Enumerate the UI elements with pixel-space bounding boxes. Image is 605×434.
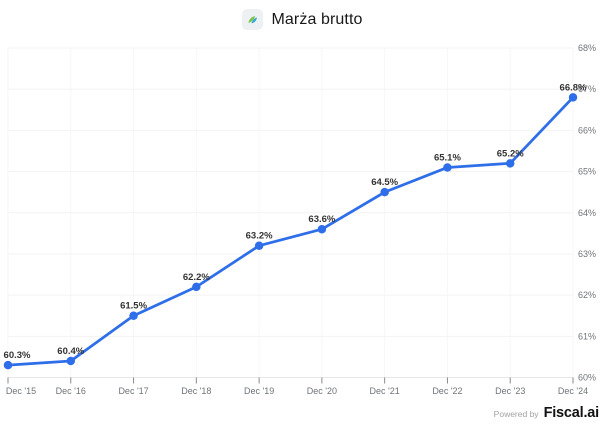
data-point-label: 60.4% [57,346,84,357]
data-point-label: 63.6% [308,214,335,225]
data-point-label: 62.2% [183,272,210,283]
data-point-label: 64.5% [371,177,398,188]
fiscal-logo-icon [242,9,264,30]
x-axis-tick-label: Dec '24 [558,386,588,396]
y-axis-tick-label: 61% [578,331,596,341]
y-axis-tick-label: 65% [578,167,596,177]
data-point-marker[interactable] [254,241,264,250]
data-point-label: 61.5% [120,301,147,312]
fiscal-brand-wordmark[interactable]: Fiscal.ai [543,405,600,421]
data-point-marker[interactable] [192,282,201,292]
data-point-marker[interactable] [443,163,452,172]
x-axis-tick-label: Dec '16 [56,386,86,396]
data-point-marker[interactable] [66,356,76,366]
x-axis-tick-label: Dec '22 [432,386,462,396]
x-axis-tick-label: Dec '18 [181,386,211,396]
data-point-marker[interactable] [380,187,389,197]
y-axis-tick-label: 66% [578,125,596,135]
y-axis-tick-label: 62% [578,290,596,300]
data-point-label: 63.2% [246,231,273,242]
powered-by: Powered by Fiscal.ai [493,405,600,421]
data-point-marker[interactable] [129,311,138,320]
x-axis-tick-label: Dec '15 [6,386,36,396]
data-point-label: 60.3% [4,350,31,361]
data-point-label: 66.8% [560,82,587,93]
y-axis-tick-label: 63% [578,249,596,259]
y-axis-tick-label: 60% [578,373,596,383]
x-axis-tick-label: Dec '17 [118,386,148,396]
data-point-marker[interactable] [3,360,13,370]
y-axis-tick-label: 67% [578,84,596,94]
data-point-marker[interactable] [505,159,515,168]
powered-by-label: Powered by [493,409,539,419]
chart-title: Marża brutto [271,10,363,28]
y-axis-tick-label: 68% [578,43,596,53]
x-axis-tick-label: Dec '20 [307,386,337,396]
x-axis-tick-label: Dec '19 [244,386,274,396]
fiscal-logo-glyph [248,16,258,24]
data-point-marker[interactable] [568,93,578,102]
data-point-label: 65.2% [497,148,524,159]
x-axis-tick-label: Dec '21 [370,386,400,396]
series-line [6,96,575,367]
data-point-label: 65.1% [434,152,461,163]
y-axis-tick-label: 64% [578,208,596,218]
x-axis-tick-label: Dec '23 [495,386,525,396]
data-point-marker[interactable] [317,224,327,234]
chart-header: Marża brutto [0,9,605,30]
